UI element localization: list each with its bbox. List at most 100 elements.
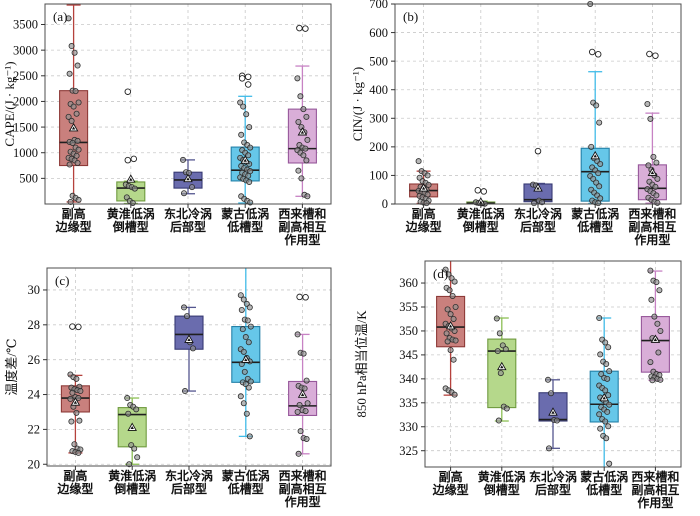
data-point xyxy=(125,410,132,417)
x-category-label: 西来槽和 xyxy=(279,468,327,483)
mean-marker-core xyxy=(653,337,658,341)
data-point xyxy=(240,400,247,407)
data-point xyxy=(246,433,253,440)
data-point xyxy=(602,418,609,425)
panel-letter: (b) xyxy=(403,9,418,24)
y-axis-title: CAPE/(J · kg⁻¹) xyxy=(2,61,17,146)
y-tick-label: 22 xyxy=(28,423,41,437)
data-point xyxy=(240,348,247,355)
data-point xyxy=(300,106,307,113)
x-category-label: 低槽型 xyxy=(576,219,613,234)
data-point xyxy=(304,193,311,200)
y-tick-label: 1000 xyxy=(13,146,38,160)
data-point xyxy=(442,266,449,273)
data-point xyxy=(240,296,247,303)
y-tick-label: 340 xyxy=(399,372,418,386)
data-point xyxy=(189,345,196,352)
data-point xyxy=(73,110,80,117)
mean-marker-core xyxy=(300,392,305,396)
data-point xyxy=(656,287,663,294)
outlier-point xyxy=(646,50,653,58)
data-point xyxy=(546,445,553,452)
data-point xyxy=(647,267,654,274)
data-point xyxy=(443,330,450,337)
data-point xyxy=(246,304,253,311)
data-point xyxy=(645,162,652,169)
outlier-point xyxy=(652,52,659,59)
data-point xyxy=(444,306,451,313)
data-point xyxy=(445,271,452,278)
x-category-label: 黄淮低涡 xyxy=(478,469,526,484)
data-point xyxy=(76,417,83,424)
data-point xyxy=(657,327,664,334)
data-point xyxy=(497,370,504,377)
y-tick-label: 325 xyxy=(399,444,418,458)
outlier-point xyxy=(75,323,82,331)
data-point xyxy=(243,410,250,417)
data-point xyxy=(602,339,609,346)
data-point xyxy=(303,157,310,164)
outlier-point xyxy=(124,156,132,164)
x-category-label: 东北冷涡 xyxy=(165,468,213,483)
y-tick-label: 355 xyxy=(399,300,418,314)
data-point xyxy=(183,313,190,320)
data-point xyxy=(297,428,304,435)
data-point xyxy=(494,348,501,355)
data-point xyxy=(238,307,245,314)
data-point xyxy=(238,131,245,138)
x-category-label: 作用型 xyxy=(634,232,670,247)
data-point xyxy=(298,175,305,182)
data-point xyxy=(65,113,72,120)
data-point xyxy=(180,190,187,197)
data-point xyxy=(69,389,76,396)
data-point xyxy=(74,137,81,144)
mean-marker-core xyxy=(421,186,426,190)
data-point xyxy=(653,159,660,166)
data-point xyxy=(554,417,561,424)
mean-marker-core xyxy=(551,410,555,414)
data-point xyxy=(67,198,74,205)
outlier-point xyxy=(296,24,303,32)
box-darkblue xyxy=(538,392,568,422)
y-tick-label: 335 xyxy=(399,396,418,410)
data-point xyxy=(496,330,503,337)
outlier-point xyxy=(124,88,132,95)
panel-letter: (c) xyxy=(55,273,69,288)
data-point xyxy=(180,304,187,311)
x-category-label: 边缘型 xyxy=(405,219,442,234)
data-point xyxy=(237,393,244,400)
data-point xyxy=(596,183,603,190)
data-point xyxy=(605,344,612,351)
data-point xyxy=(451,278,458,285)
data-point xyxy=(531,200,538,207)
data-point xyxy=(66,161,73,168)
data-point xyxy=(603,360,610,367)
x-category-label: 副高 xyxy=(412,206,436,221)
y-tick-label: 28 xyxy=(28,318,41,332)
y-tick-label: 26 xyxy=(28,353,41,367)
mean-marker-core xyxy=(186,177,190,181)
data-point xyxy=(246,124,253,131)
data-point xyxy=(68,43,75,50)
data-point xyxy=(449,292,456,299)
data-point xyxy=(424,172,431,179)
outlier-point xyxy=(296,293,303,301)
y-tick-label: 30 xyxy=(28,283,41,297)
data-point xyxy=(644,101,651,108)
data-point xyxy=(604,375,611,382)
data-point xyxy=(179,156,186,163)
outlier-point xyxy=(588,48,596,56)
data-point xyxy=(303,377,310,384)
mean-marker-core xyxy=(73,400,78,404)
data-point xyxy=(597,195,604,202)
x-category-label: 蒙古低涡 xyxy=(222,468,270,483)
data-point xyxy=(297,93,304,100)
x-category-label: 边缘型 xyxy=(55,219,92,234)
data-point xyxy=(246,178,253,185)
data-point xyxy=(447,347,454,354)
x-category-label: 副高相互 xyxy=(631,482,679,497)
data-point xyxy=(75,449,82,456)
data-point xyxy=(245,339,252,346)
mean-marker-core xyxy=(71,126,76,130)
